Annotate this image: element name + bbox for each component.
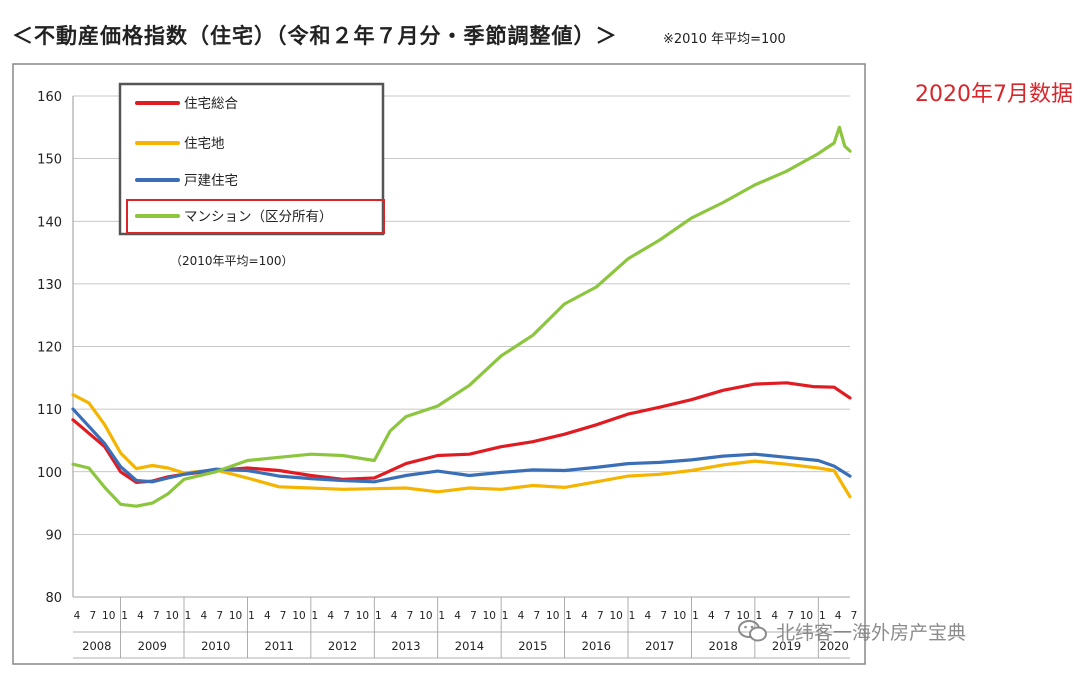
legend-box: [118, 82, 385, 236]
x-month-tick-label: 1: [756, 610, 763, 622]
x-month-tick-label: 7: [216, 610, 223, 622]
x-month-tick-label: 7: [407, 610, 414, 622]
x-month-tick-label: 4: [137, 610, 144, 622]
x-year-label: 2011: [265, 639, 294, 653]
x-month-tick-label: 1: [565, 610, 572, 622]
legend-highlight-box: [126, 199, 385, 234]
x-month-tick-label: 4: [708, 610, 715, 622]
x-month-tick-label: 4: [264, 610, 271, 622]
x-month-tick-label: 10: [165, 610, 178, 622]
x-month-tick-label: 10: [483, 610, 496, 622]
y-tick-label: 150: [37, 153, 62, 168]
y-tick-label: 130: [37, 278, 62, 293]
x-month-tick-label: 7: [597, 610, 604, 622]
x-month-tick-label: 1: [629, 610, 636, 622]
y-tick-label: 90: [45, 528, 62, 543]
x-month-tick-label: 4: [454, 610, 461, 622]
x-year-label: 2016: [582, 639, 611, 653]
x-year-label: 2017: [645, 639, 674, 653]
x-month-tick-label: 1: [248, 610, 255, 622]
x-month-tick-label: 1: [375, 610, 382, 622]
x-year-label: 2019: [772, 639, 801, 653]
x-month-tick-label: 7: [660, 610, 667, 622]
x-month-tick-label: 10: [800, 610, 813, 622]
legend-label: 戸建住宅: [184, 173, 238, 189]
series-line-2: [71, 393, 852, 499]
x-year-label: 2012: [328, 639, 357, 653]
x-year-label: 2008: [82, 639, 111, 653]
x-year-label: 2010: [201, 639, 230, 653]
x-month-tick-label: 4: [518, 610, 525, 622]
x-year-label: 2015: [518, 639, 547, 653]
x-month-tick-label: 10: [229, 610, 242, 622]
x-month-tick-label: 7: [851, 610, 858, 622]
x-month-tick-label: 7: [724, 610, 731, 622]
x-month-tick-label: 1: [438, 610, 445, 622]
x-month-tick-label: 4: [201, 610, 208, 622]
legend-label: マンション（区分所有）: [184, 209, 333, 225]
y-tick-label: 110: [37, 403, 62, 418]
x-month-tick-label: 1: [312, 610, 319, 622]
x-month-tick-label: 7: [280, 610, 287, 622]
x-month-tick-label: 4: [74, 610, 81, 622]
x-month-tick-label: 10: [609, 610, 622, 622]
series-line-4: [71, 125, 852, 508]
legend-note: （2010年平均=100）: [170, 254, 294, 268]
y-tick-label: 140: [37, 215, 62, 230]
x-month-tick-label: 7: [534, 610, 541, 622]
x-month-tick-label: 4: [771, 610, 778, 622]
x-month-tick-label: 10: [736, 610, 749, 622]
x-year-label: 2020: [820, 639, 849, 653]
x-month-tick-label: 4: [645, 610, 652, 622]
y-tick-label: 100: [37, 466, 62, 481]
watermark-text: 北纬客一海外房产宝典: [776, 621, 967, 644]
wechat-icon: [738, 619, 768, 643]
legend-label: 住宅総合: [184, 96, 238, 112]
data-date-label: 2020年7月数据: [915, 82, 1073, 107]
x-month-tick-label: 1: [502, 610, 509, 622]
x-month-tick-label: 4: [835, 610, 842, 622]
x-month-tick-label: 10: [292, 610, 305, 622]
x-month-tick-label: 1: [185, 610, 192, 622]
x-month-tick-label: 7: [153, 610, 160, 622]
legend-label: 住宅地: [184, 136, 225, 152]
x-month-tick-label: 10: [673, 610, 686, 622]
x-month-tick-label: 7: [787, 610, 794, 622]
x-month-tick-label: 10: [419, 610, 432, 622]
x-month-tick-label: 4: [327, 610, 334, 622]
x-month-tick-label: 4: [391, 610, 398, 622]
y-tick-label: 160: [37, 90, 62, 105]
base-year-note: ※2010 年平均=100: [663, 32, 786, 47]
watermark: 北纬客一海外房产宝典: [738, 616, 966, 646]
x-month-tick-label: 10: [102, 610, 115, 622]
series-line-3: [71, 407, 852, 484]
x-month-tick-label: 7: [470, 610, 477, 622]
x-month-tick-label: 1: [692, 610, 699, 622]
x-year-label: 2013: [391, 639, 420, 653]
x-month-tick-label: 10: [356, 610, 369, 622]
x-month-tick-label: 7: [343, 610, 350, 622]
x-year-label: 2009: [138, 639, 167, 653]
y-tick-label: 120: [37, 341, 62, 356]
x-month-tick-label: 4: [581, 610, 588, 622]
x-month-tick-label: 1: [121, 610, 128, 622]
y-tick-label: 80: [45, 591, 62, 606]
page-title: ＜不動産価格指数（住宅）（令和２年７月分・季節調整値）＞: [12, 24, 618, 48]
x-month-tick-label: 7: [90, 610, 97, 622]
x-year-label: 2018: [709, 639, 738, 653]
x-month-tick-label: 10: [546, 610, 559, 622]
x-year-label: 2014: [455, 639, 484, 653]
x-month-tick-label: 1: [819, 610, 826, 622]
